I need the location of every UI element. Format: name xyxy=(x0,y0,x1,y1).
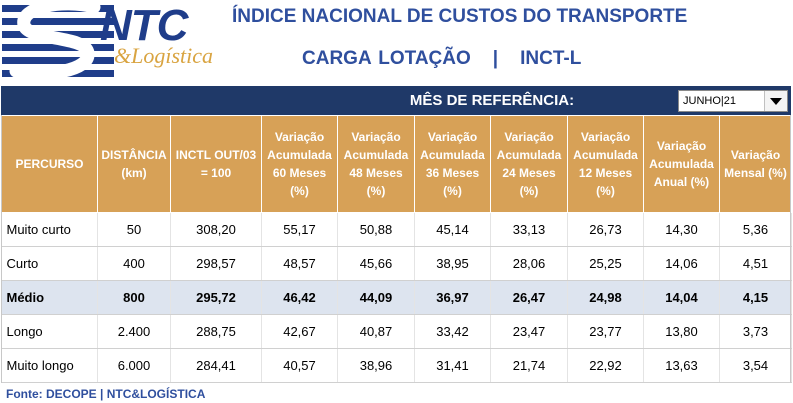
cell-var-60m: 48,57 xyxy=(261,246,338,281)
cell-var-24m: 33,13 xyxy=(490,212,568,247)
cell-var-12m: 22,92 xyxy=(567,348,644,383)
reference-month-label: MÊS DE REFERÊNCIA: xyxy=(409,92,575,109)
table-row: Muito longo 6.000 284,41 40,57 38,96 31,… xyxy=(1,348,792,383)
cell-var-mensal: 5,36 xyxy=(719,212,792,247)
subtitle-separator: | xyxy=(492,48,499,69)
ntc-s-emblem-icon xyxy=(2,1,122,81)
cell-percurso: Curto xyxy=(1,246,98,281)
cell-percurso: Longo xyxy=(1,314,98,349)
table-row: Longo 2.400 288,75 42,67 40,87 33,42 23,… xyxy=(1,314,792,349)
cell-var-mensal: 3,54 xyxy=(719,348,792,383)
table-row: Muito curto 50 308,20 55,17 50,88 45,14 … xyxy=(1,212,792,247)
cell-var-36m: 31,41 xyxy=(414,348,491,383)
cell-var-mensal: 4,15 xyxy=(719,280,792,315)
ntc-logo: NTC &Logística xyxy=(2,1,227,83)
cell-var-anual: 13,63 xyxy=(643,348,720,383)
table-frame-right xyxy=(790,115,791,383)
cell-var-12m: 25,25 xyxy=(567,246,644,281)
source-note: Fonte: DECOPE | NTC&LOGÍSTICA xyxy=(6,387,206,401)
cell-var-36m: 45,14 xyxy=(414,212,491,247)
header-inctl: INCTL OUT/03 = 100 xyxy=(170,115,262,213)
cell-var-36m: 38,95 xyxy=(414,246,491,281)
header-percurso: PERCURSO xyxy=(1,115,98,213)
cell-percurso: Muito curto xyxy=(1,212,98,247)
cell-var-48m: 44,09 xyxy=(337,280,415,315)
subtitle-carga: CARGA LOTAÇÃO xyxy=(302,48,471,69)
cell-inctl: 288,75 xyxy=(170,314,262,349)
cell-var-anual: 13,80 xyxy=(643,314,720,349)
cell-var-60m: 46,42 xyxy=(261,280,338,315)
cell-var-24m: 28,06 xyxy=(490,246,568,281)
cell-distancia: 50 xyxy=(97,212,171,247)
header-var-48m: Variação Acumulada 48 Meses (%) xyxy=(337,115,415,213)
table-header-row: PERCURSO DISTÂNCIA (km) INCTL OUT/03 = 1… xyxy=(1,115,792,213)
cell-var-36m: 36,97 xyxy=(414,280,491,315)
chevron-down-icon[interactable] xyxy=(764,91,787,111)
reference-month-select[interactable]: JUNHO|21 xyxy=(678,90,788,112)
cell-var-mensal: 3,73 xyxy=(719,314,792,349)
cell-inctl: 298,57 xyxy=(170,246,262,281)
header-var-anual: Variação Acumulada Anual (%) xyxy=(643,115,720,213)
cell-percurso: Muito longo xyxy=(1,348,98,383)
header-var-24m: Variação Acumulada 24 Meses (%) xyxy=(490,115,568,213)
reference-month-value: JUNHO|21 xyxy=(683,95,736,107)
logo-subtitle-text: &Logística xyxy=(114,43,214,68)
header-var-mensal: Variação Mensal (%) xyxy=(719,115,792,213)
cell-var-12m: 26,73 xyxy=(567,212,644,247)
cell-var-36m: 33,42 xyxy=(414,314,491,349)
cell-var-24m: 21,74 xyxy=(490,348,568,383)
cell-var-48m: 50,88 xyxy=(337,212,415,247)
header-var-36m: Variação Acumulada 36 Meses (%) xyxy=(414,115,491,213)
cell-distancia: 6.000 xyxy=(97,348,171,383)
cell-var-12m: 23,77 xyxy=(567,314,644,349)
cell-var-24m: 23,47 xyxy=(490,314,568,349)
cell-distancia: 2.400 xyxy=(97,314,171,349)
table-row-highlighted: Médio 800 295,72 46,42 44,09 36,97 26,47… xyxy=(1,280,792,315)
cell-var-48m: 38,96 xyxy=(337,348,415,383)
subtitle-index: INCT-L xyxy=(520,48,582,69)
cell-var-60m: 55,17 xyxy=(261,212,338,247)
logo-brand-text: NTC xyxy=(100,1,188,50)
cell-distancia: 400 xyxy=(97,246,171,281)
cost-index-table: PERCURSO DISTÂNCIA (km) INCTL OUT/03 = 1… xyxy=(1,115,792,383)
page-title: ÍNDICE NACIONAL DE CUSTOS DO TRANSPORTE xyxy=(232,6,688,27)
cell-var-12m: 24,98 xyxy=(567,280,644,315)
header-distancia: DISTÂNCIA (km) xyxy=(97,115,171,213)
cell-distancia: 800 xyxy=(97,280,171,315)
cell-var-48m: 40,87 xyxy=(337,314,415,349)
cell-var-anual: 14,04 xyxy=(643,280,720,315)
table-row: Curto 400 298,57 48,57 45,66 38,95 28,06… xyxy=(1,246,792,281)
cell-var-anual: 14,30 xyxy=(643,212,720,247)
cell-var-24m: 26,47 xyxy=(490,280,568,315)
header-var-12m: Variação Acumulada 12 Meses (%) xyxy=(567,115,644,213)
page-subtitle: CARGA LOTAÇÃO | INCT-L xyxy=(302,48,581,70)
cell-percurso: Médio xyxy=(1,280,98,315)
cell-var-60m: 40,57 xyxy=(261,348,338,383)
cell-inctl: 295,72 xyxy=(170,280,262,315)
cell-var-mensal: 4,51 xyxy=(719,246,792,281)
cell-inctl: 308,20 xyxy=(170,212,262,247)
reference-month-bar: MÊS DE REFERÊNCIA: JUNHO|21 xyxy=(1,86,791,115)
cell-inctl: 284,41 xyxy=(170,348,262,383)
cell-var-60m: 42,67 xyxy=(261,314,338,349)
cell-var-48m: 45,66 xyxy=(337,246,415,281)
table-frame-left xyxy=(1,115,2,383)
cell-var-anual: 14,06 xyxy=(643,246,720,281)
header-var-60m: Variação Acumulada 60 Meses (%) xyxy=(261,115,338,213)
